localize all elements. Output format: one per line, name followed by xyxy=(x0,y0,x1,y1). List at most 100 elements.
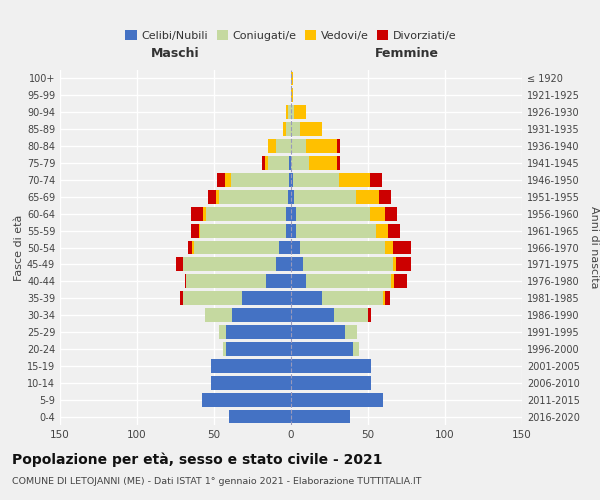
Bar xyxy=(337,156,340,170)
Bar xyxy=(291,342,353,356)
Y-axis label: Anni di nascita: Anni di nascita xyxy=(589,206,599,289)
Bar xyxy=(191,224,199,237)
Bar xyxy=(288,106,291,119)
Bar xyxy=(232,308,291,322)
Bar xyxy=(356,190,379,203)
Bar xyxy=(229,410,291,424)
Text: Maschi: Maschi xyxy=(151,47,200,60)
Bar xyxy=(385,207,397,220)
Bar xyxy=(180,292,183,305)
Bar xyxy=(286,207,291,220)
Bar xyxy=(296,207,370,220)
Bar xyxy=(379,190,391,203)
Bar xyxy=(291,258,304,272)
Bar xyxy=(291,325,345,339)
Bar xyxy=(278,240,291,254)
Bar xyxy=(291,156,310,170)
Bar xyxy=(206,207,286,220)
Bar xyxy=(383,292,385,305)
Bar xyxy=(226,342,291,356)
Bar xyxy=(345,325,357,339)
Bar xyxy=(288,190,291,203)
Bar xyxy=(286,224,291,237)
Bar xyxy=(388,224,400,237)
Bar xyxy=(385,240,392,254)
Bar xyxy=(392,258,396,272)
Bar xyxy=(176,258,183,272)
Bar xyxy=(218,190,288,203)
Text: Popolazione per età, sesso e stato civile - 2021: Popolazione per età, sesso e stato civil… xyxy=(12,452,383,467)
Bar xyxy=(242,292,291,305)
Bar xyxy=(376,224,388,237)
Bar xyxy=(291,410,350,424)
Bar xyxy=(262,156,265,170)
Bar xyxy=(334,308,368,322)
Bar xyxy=(265,156,268,170)
Bar xyxy=(199,224,200,237)
Bar xyxy=(291,392,383,406)
Bar xyxy=(286,106,288,119)
Bar xyxy=(289,173,291,187)
Bar xyxy=(203,207,206,220)
Text: COMUNE DI LETOJANNI (ME) - Dati ISTAT 1° gennaio 2021 - Elaborazione TUTTITALIA.: COMUNE DI LETOJANNI (ME) - Dati ISTAT 1°… xyxy=(12,478,421,486)
Bar xyxy=(291,173,293,187)
Bar xyxy=(291,274,307,288)
Bar xyxy=(275,139,291,153)
Bar xyxy=(307,139,337,153)
Bar xyxy=(300,122,322,136)
Bar xyxy=(394,274,407,288)
Bar xyxy=(322,292,383,305)
Bar xyxy=(268,139,275,153)
Bar xyxy=(225,173,231,187)
Bar xyxy=(283,122,286,136)
Bar xyxy=(218,325,226,339)
Bar xyxy=(275,258,291,272)
Text: Femmine: Femmine xyxy=(374,47,439,60)
Bar xyxy=(291,359,371,373)
Bar xyxy=(339,173,370,187)
Bar xyxy=(223,342,226,356)
Bar xyxy=(291,240,300,254)
Bar xyxy=(293,173,339,187)
Bar xyxy=(200,224,286,237)
Bar xyxy=(337,139,340,153)
Bar xyxy=(370,173,382,187)
Bar xyxy=(208,190,215,203)
Bar xyxy=(215,190,218,203)
Bar xyxy=(291,308,334,322)
Bar xyxy=(226,325,291,339)
Bar xyxy=(368,308,371,322)
Bar xyxy=(183,258,275,272)
Bar xyxy=(266,274,291,288)
Bar xyxy=(300,240,385,254)
Bar xyxy=(186,274,266,288)
Bar xyxy=(396,258,411,272)
Bar xyxy=(291,139,307,153)
Bar xyxy=(194,240,278,254)
Y-axis label: Fasce di età: Fasce di età xyxy=(14,214,24,280)
Bar xyxy=(296,224,376,237)
Bar xyxy=(193,240,194,254)
Bar xyxy=(291,122,300,136)
Bar xyxy=(183,292,242,305)
Bar xyxy=(392,240,411,254)
Bar xyxy=(286,122,291,136)
Bar xyxy=(191,207,203,220)
Bar xyxy=(291,292,322,305)
Bar xyxy=(310,156,337,170)
Bar xyxy=(202,392,291,406)
Bar xyxy=(211,359,291,373)
Legend: Celibi/Nubili, Coniugati/e, Vedovi/e, Divorziati/e: Celibi/Nubili, Coniugati/e, Vedovi/e, Di… xyxy=(121,26,461,46)
Bar xyxy=(294,190,356,203)
Bar xyxy=(291,224,296,237)
Bar xyxy=(304,258,392,272)
Bar xyxy=(217,173,225,187)
Bar xyxy=(391,274,394,288)
Bar xyxy=(211,376,291,390)
Bar xyxy=(291,88,293,102)
Bar xyxy=(205,308,232,322)
Bar xyxy=(231,173,289,187)
Bar xyxy=(291,72,293,86)
Bar xyxy=(291,190,294,203)
Bar xyxy=(291,207,296,220)
